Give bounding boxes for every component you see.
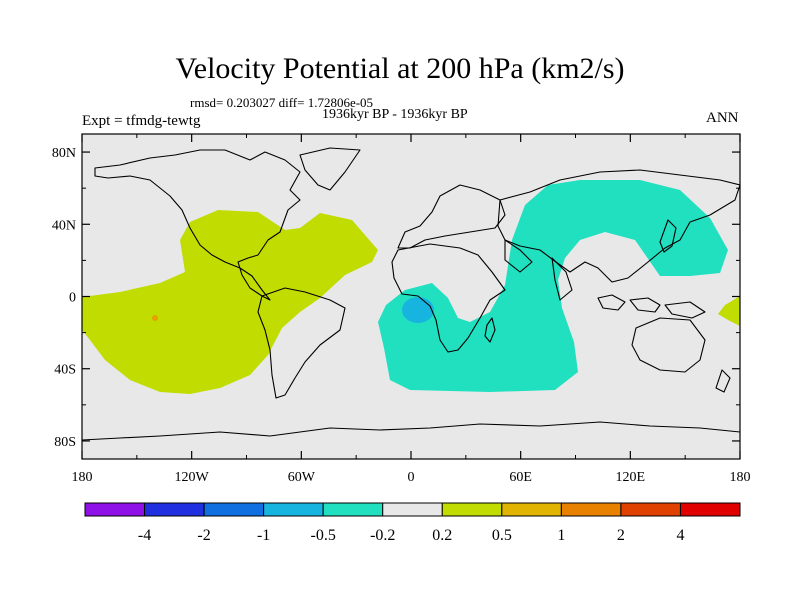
colorbar-box (322, 502, 384, 517)
negative-anomaly-region (378, 180, 728, 392)
colorbar-label: -4 (138, 527, 151, 544)
positive-spot (152, 315, 158, 321)
lat-tick-label: 40N (52, 218, 76, 233)
colorbar-box (263, 502, 324, 517)
colorbar-label: 2 (617, 527, 625, 544)
lat-tick-label: 80S (54, 435, 76, 450)
colorbar-label: 0.5 (492, 527, 512, 544)
colorbar-box (501, 502, 562, 517)
colorbar-label: -0.5 (311, 527, 336, 544)
lon-tick-label: 180 (730, 470, 751, 485)
lat-tick-label: 40S (54, 363, 76, 378)
colorbar-box (203, 502, 265, 517)
colorbar-label: -2 (197, 527, 210, 544)
lon-tick-label: 120W (175, 470, 210, 485)
experiment-label: Expt = tfmdg-tewtg (82, 113, 201, 129)
latitude-axis: 80N 40N 0 40S 80S (52, 146, 740, 450)
lon-tick-label: 60E (509, 470, 532, 485)
lon-tick-label: 120E (616, 470, 646, 485)
coastlines (82, 147, 740, 441)
colorbar-label: 4 (676, 527, 684, 544)
colorbar-box (679, 502, 741, 517)
lon-tick-label: 180 (72, 470, 93, 485)
colorbar-box (560, 502, 622, 517)
strong-negative-center (402, 297, 434, 323)
colorbar-label: -1 (257, 527, 270, 544)
colorbar-label: 1 (557, 527, 565, 544)
lon-tick-label: 0 (408, 470, 415, 485)
colorbar-box (382, 502, 443, 517)
period-label: 1936kyr BP - 1936kyr BP (322, 107, 468, 122)
season-label: ANN (706, 110, 739, 126)
colorbar-box (144, 502, 205, 517)
colorbar-label: 0.2 (432, 527, 452, 544)
colorbar-box (441, 502, 503, 517)
colorbar-label: -0.2 (370, 527, 395, 544)
lat-tick-label: 0 (69, 291, 76, 306)
plot-title: Velocity Potential at 200 hPa (km2/s) (175, 52, 625, 85)
colorbar-box (620, 502, 681, 517)
lon-tick-label: 60W (288, 470, 316, 485)
lat-tick-label: 80N (52, 146, 76, 161)
colorbar-box (84, 502, 146, 517)
positive-anomaly-region-east-edge (718, 296, 740, 326)
stats-line: rmsd= 0.203027 diff= 1.72806e-05 (190, 95, 374, 110)
longitude-axis: 180 120W 60W 0 60E 120E 180 (72, 134, 751, 485)
positive-anomaly-region-west (82, 210, 378, 394)
